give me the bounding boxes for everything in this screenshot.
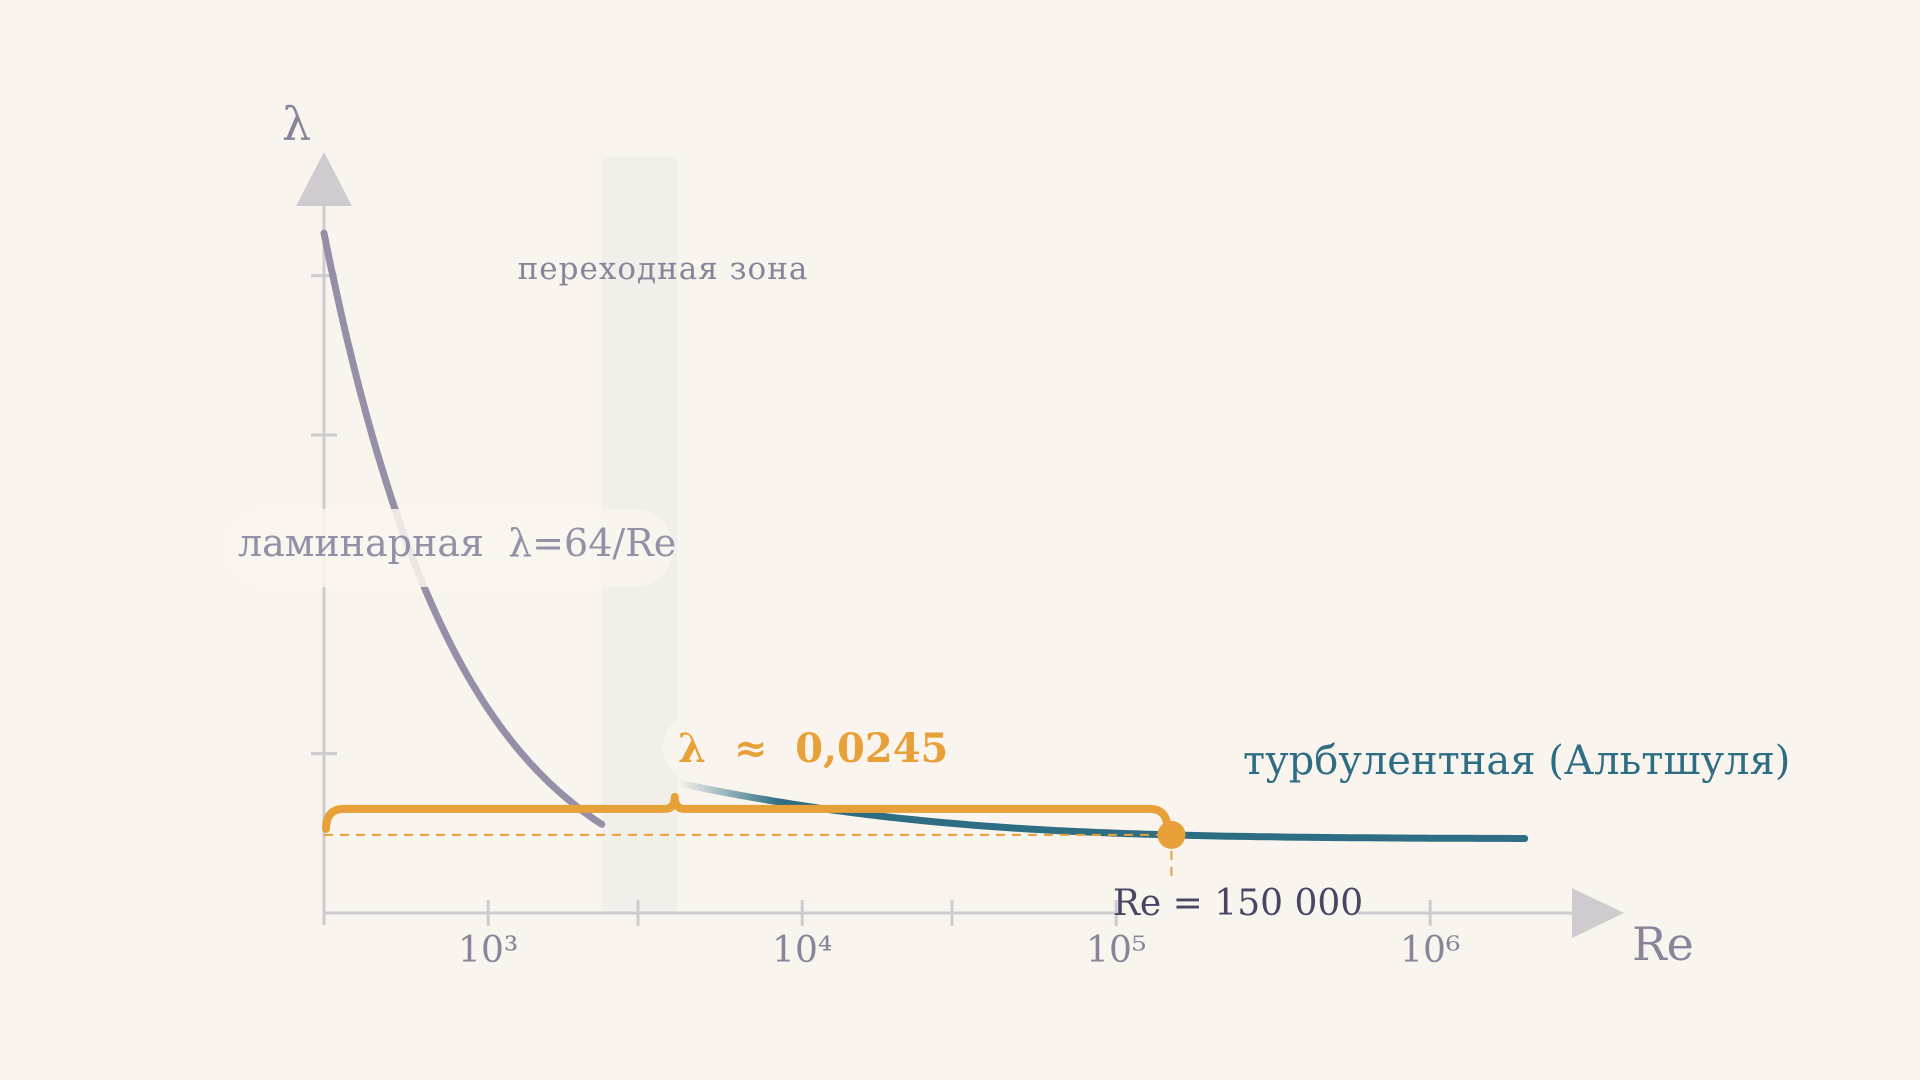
laminar-label-background: [225, 509, 673, 587]
lambda-value-label: λ ≈ 0,0245: [678, 725, 948, 772]
turbulent-series-label: турбулентная (Альтшуля): [1243, 738, 1790, 784]
highlight-point: [1157, 820, 1186, 849]
transition-zone-label: переходная зона: [518, 251, 809, 287]
y-axis-arrowhead: [296, 152, 352, 206]
x-axis-arrowhead: [1572, 888, 1624, 938]
x-tick-label: 10⁵: [1086, 930, 1146, 971]
x-tick-label: 10⁶: [1400, 930, 1460, 971]
re-value-label: Re = 150 000: [1113, 883, 1363, 924]
laminar-series-line: [320, 229, 606, 828]
y-axis-label: λ: [282, 97, 311, 151]
highlight-brace: [322, 792, 1172, 833]
x-tick-label: 10³: [458, 930, 518, 971]
x-axis-label: Re: [1632, 917, 1694, 971]
x-tick-label: 10⁴: [772, 930, 832, 971]
laminar-series-label: ламинарная λ=64/Re: [238, 521, 676, 565]
re-value-label-background: [1118, 876, 1358, 932]
lambda-value-label-background: [663, 714, 893, 780]
